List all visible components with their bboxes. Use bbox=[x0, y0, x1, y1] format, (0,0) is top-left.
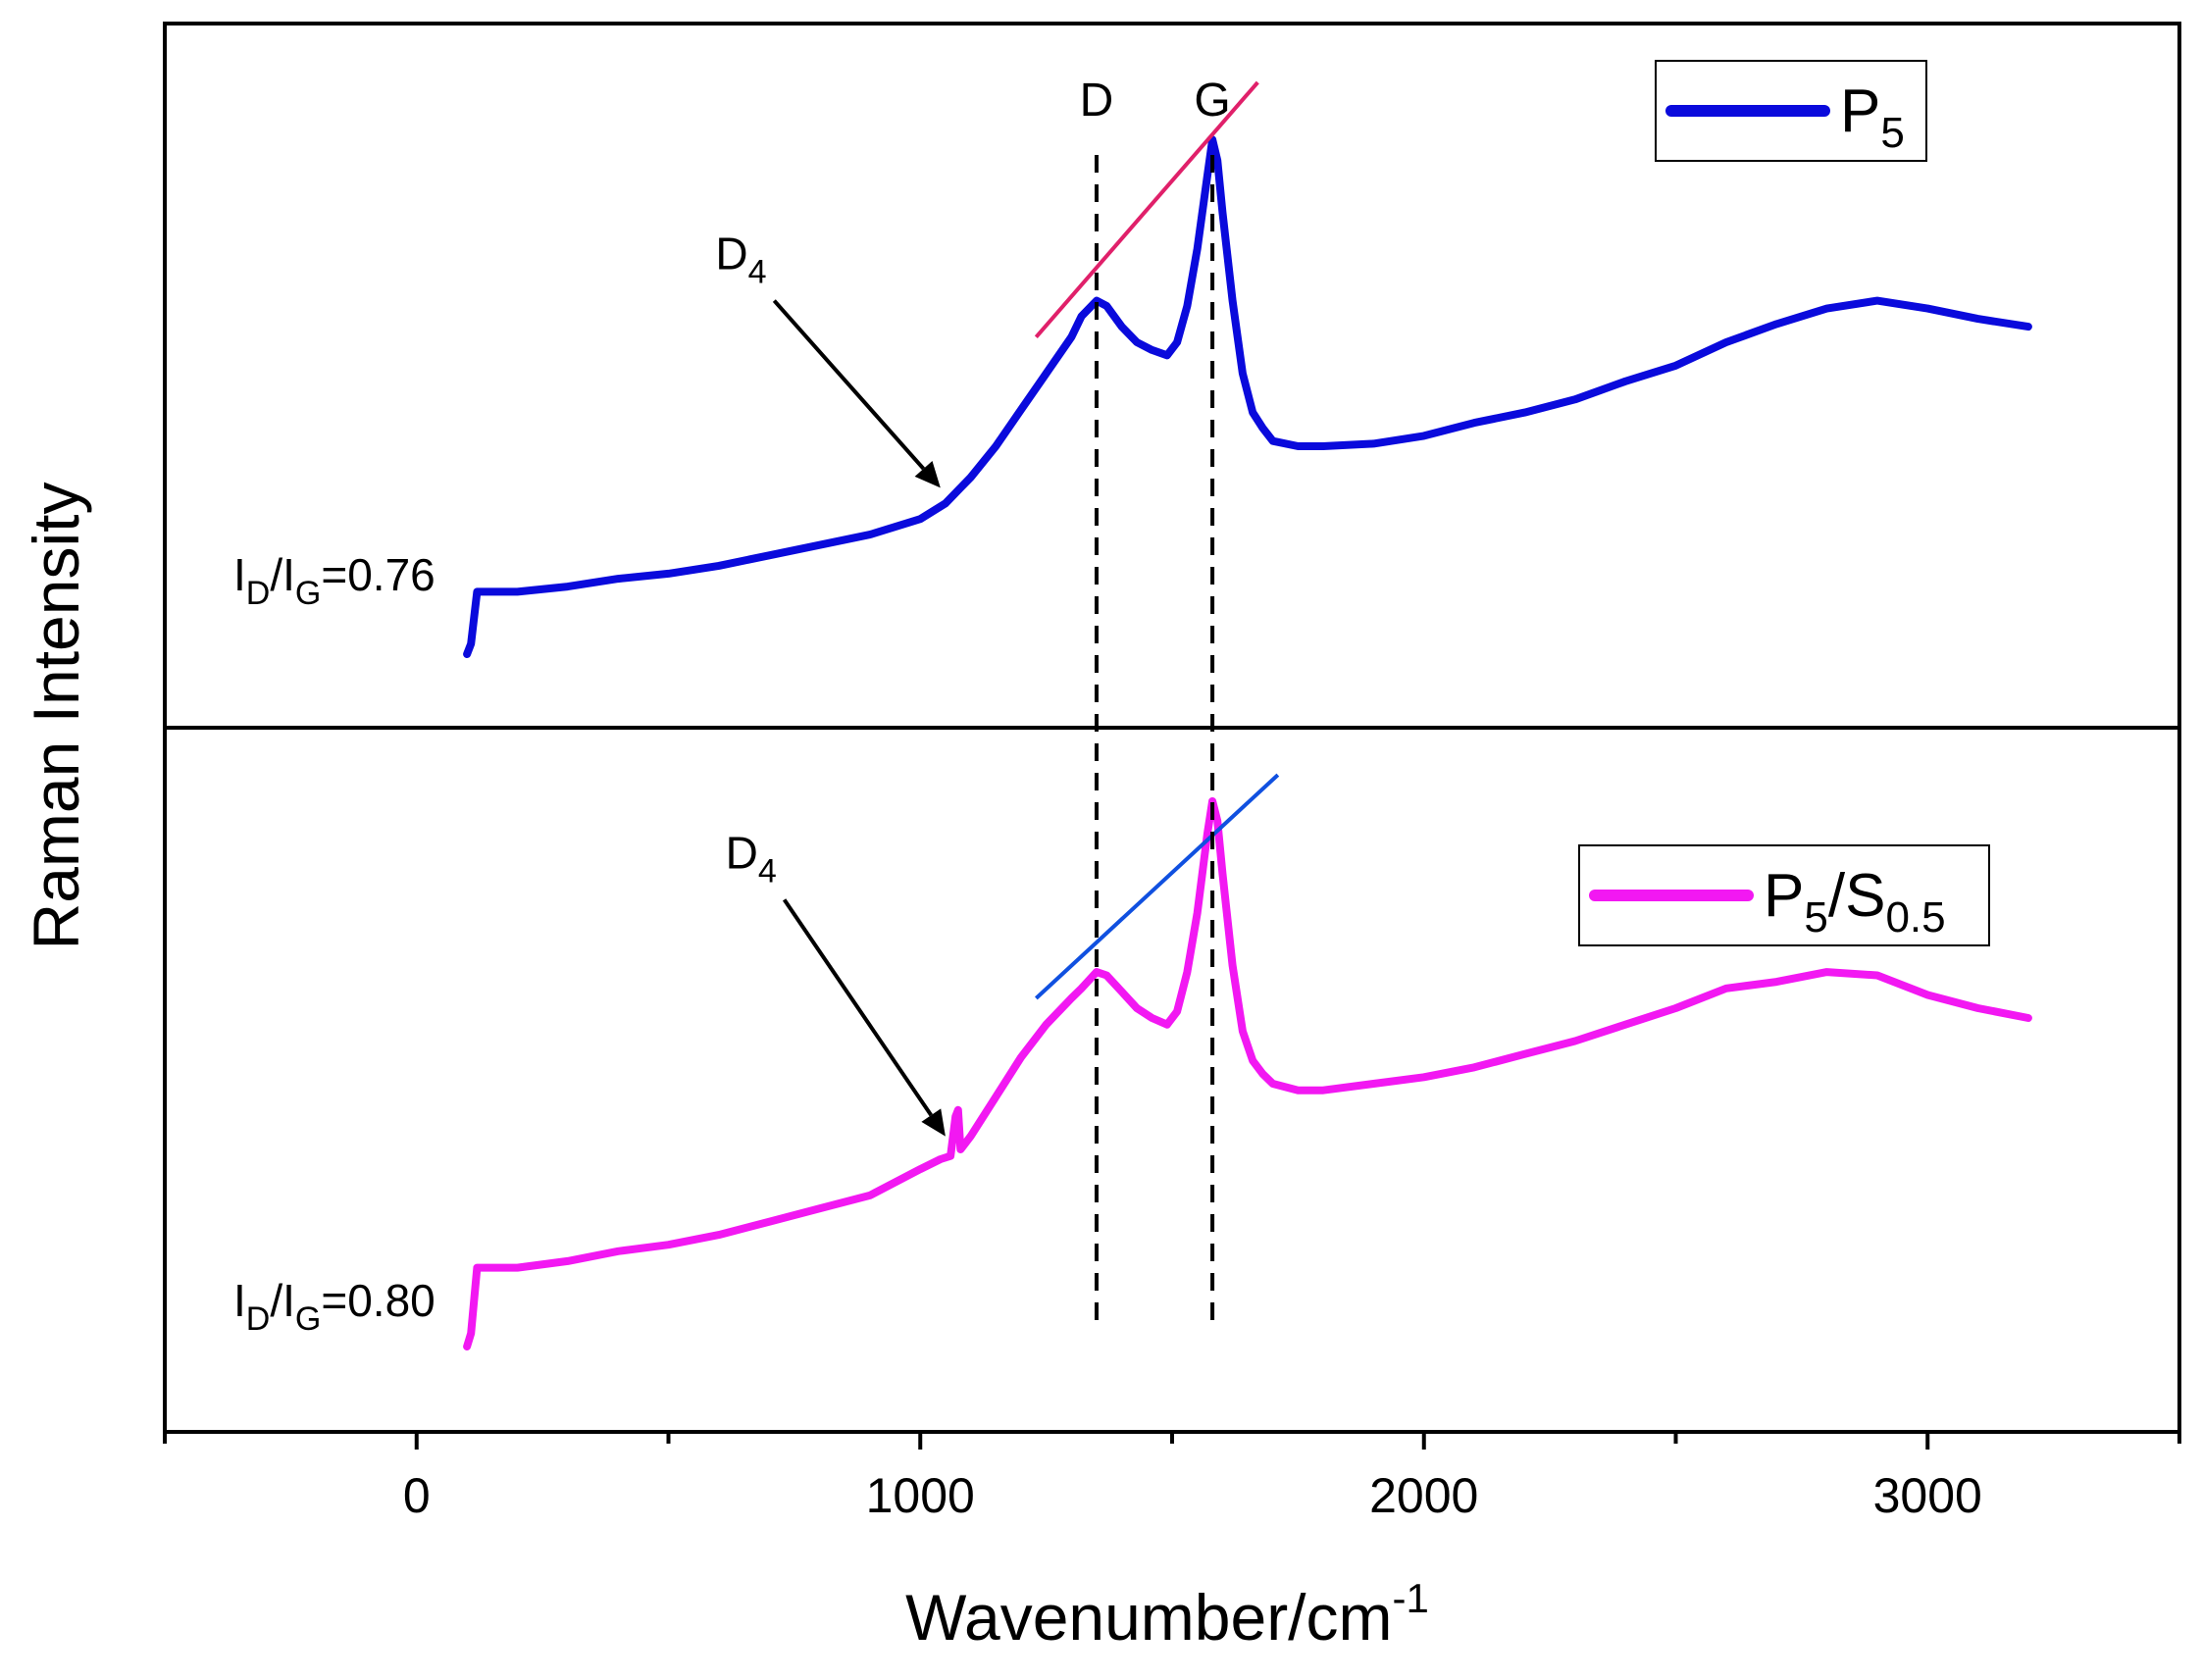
ratio-slash: /I bbox=[270, 549, 295, 600]
ratio-label-bottom: ID/IG=0.80 bbox=[233, 1275, 435, 1338]
d4-arrow-head-top bbox=[914, 461, 941, 488]
legend-label: P5 bbox=[1840, 77, 1905, 157]
ratio-g-sub: G bbox=[295, 575, 321, 612]
x-tick-label: 0 bbox=[403, 1468, 431, 1523]
legend-main: P bbox=[1764, 862, 1804, 930]
legend-tail-sub: 0.5 bbox=[1885, 893, 1945, 942]
ratio-value: =0.80 bbox=[321, 1275, 435, 1326]
legend-sub: 5 bbox=[1804, 893, 1827, 942]
ratio-value: =0.76 bbox=[321, 549, 435, 600]
ratio-d-sub: D bbox=[246, 575, 271, 612]
d4-arrow-head-bottom bbox=[921, 1108, 946, 1137]
ratio-g-sub: G bbox=[295, 1300, 321, 1338]
ratio-i-main: I bbox=[233, 1275, 246, 1326]
ratio-i-main: I bbox=[233, 549, 246, 600]
y-axis-title: Raman Intensity bbox=[20, 483, 92, 950]
x-axis-title-main: Wavenumber/cm bbox=[905, 1581, 1392, 1654]
legend-top: P5 bbox=[1655, 60, 1927, 162]
legend-tail: /S bbox=[1828, 862, 1886, 930]
ratio-d-sub: D bbox=[246, 1300, 271, 1338]
d4-label-main: D bbox=[715, 229, 747, 280]
series-line-bottom bbox=[463, 796, 2032, 1350]
tangent-line-top bbox=[1034, 80, 1259, 339]
ratio-label-top: ID/IG=0.76 bbox=[233, 549, 435, 612]
legend-sub: 5 bbox=[1880, 109, 1904, 157]
d4-label-top: D4 bbox=[715, 229, 766, 291]
x-tick-label: 2000 bbox=[1369, 1468, 1478, 1523]
x-axis-title-sup: -1 bbox=[1393, 1575, 1429, 1621]
x-tick-label: 3000 bbox=[1873, 1468, 1982, 1523]
panels-layer bbox=[163, 22, 2181, 1434]
d4-label-main: D bbox=[726, 827, 758, 878]
d4-label-bottom: D4 bbox=[726, 827, 777, 890]
x-axis-title: Wavenumber/cm-1 bbox=[905, 1575, 1429, 1654]
axes-layer: 0 1000 2000 3000 bbox=[163, 1432, 2181, 1523]
x-tick-label: 1000 bbox=[866, 1468, 975, 1523]
legend-main: P bbox=[1840, 77, 1880, 145]
tangent-line-bottom bbox=[1034, 773, 1280, 1000]
series-layer bbox=[463, 135, 2032, 1350]
peak-label-d: D bbox=[1080, 75, 1114, 127]
d4-label-sub: 4 bbox=[748, 254, 767, 291]
series-line-top bbox=[463, 135, 2032, 658]
peak-label-g: G bbox=[1194, 75, 1230, 127]
d4-arrow-shaft-top bbox=[772, 299, 926, 471]
ratio-slash: /I bbox=[270, 1275, 295, 1326]
d4-label-sub: 4 bbox=[758, 852, 777, 890]
d4-arrow-shaft-bottom bbox=[782, 898, 933, 1117]
panel-frame-bottom bbox=[163, 726, 2181, 1434]
legend-label: P5/S0.5 bbox=[1764, 862, 1946, 942]
legend-bottom: P5/S0.5 bbox=[1578, 844, 1990, 946]
